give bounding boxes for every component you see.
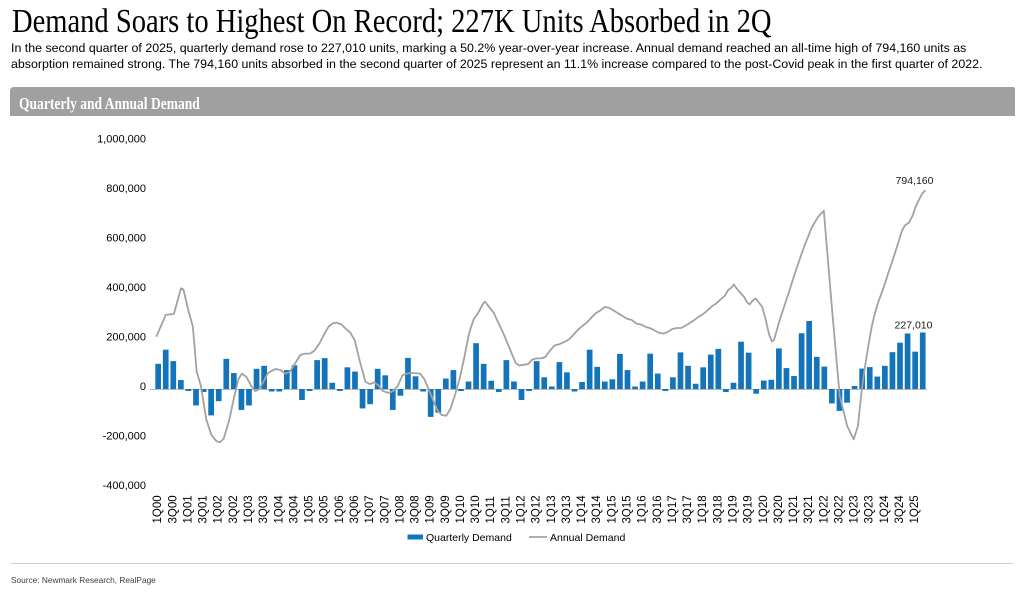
svg-text:1Q10: 1Q10 bbox=[455, 495, 467, 523]
svg-text:1Q21: 1Q21 bbox=[788, 495, 800, 523]
svg-text:1Q22: 1Q22 bbox=[818, 495, 830, 523]
svg-text:800,000: 800,000 bbox=[106, 183, 146, 195]
svg-text:3Q10: 3Q10 bbox=[470, 495, 482, 523]
svg-text:3Q09: 3Q09 bbox=[440, 495, 452, 523]
svg-text:3Q11: 3Q11 bbox=[500, 496, 512, 523]
svg-text:3Q03: 3Q03 bbox=[258, 495, 270, 523]
svg-text:1Q04: 1Q04 bbox=[273, 495, 285, 524]
svg-text:200,000: 200,000 bbox=[106, 332, 146, 344]
svg-text:3Q00: 3Q00 bbox=[167, 495, 179, 523]
svg-text:3Q01: 3Q01 bbox=[198, 495, 210, 523]
svg-text:3Q08: 3Q08 bbox=[410, 495, 422, 523]
svg-text:1Q17: 1Q17 bbox=[667, 495, 679, 523]
svg-text:1Q15: 1Q15 bbox=[606, 495, 618, 523]
svg-text:3Q19: 3Q19 bbox=[743, 495, 755, 523]
svg-text:1Q03: 1Q03 bbox=[243, 495, 255, 523]
svg-text:3Q23: 3Q23 bbox=[864, 495, 876, 523]
svg-text:1Q19: 1Q19 bbox=[727, 495, 739, 523]
svg-text:1Q02: 1Q02 bbox=[213, 495, 225, 523]
svg-text:3Q22: 3Q22 bbox=[833, 495, 845, 523]
svg-text:-200,000: -200,000 bbox=[103, 431, 146, 443]
svg-text:3Q21: 3Q21 bbox=[803, 495, 815, 523]
svg-text:1Q11: 1Q11 bbox=[485, 496, 497, 523]
svg-text:3Q12: 3Q12 bbox=[531, 495, 543, 523]
svg-text:-400,000: -400,000 bbox=[103, 480, 146, 492]
svg-text:794,160: 794,160 bbox=[896, 175, 934, 187]
svg-text:1Q18: 1Q18 bbox=[697, 495, 709, 523]
svg-text:1Q12: 1Q12 bbox=[516, 495, 528, 523]
svg-text:1Q06: 1Q06 bbox=[334, 495, 346, 523]
svg-text:1Q20: 1Q20 bbox=[758, 495, 770, 523]
svg-text:3Q04: 3Q04 bbox=[288, 495, 300, 524]
svg-text:3Q06: 3Q06 bbox=[349, 495, 361, 523]
svg-text:227,010: 227,010 bbox=[895, 320, 933, 332]
svg-text:1Q24: 1Q24 bbox=[879, 495, 891, 524]
svg-text:3Q18: 3Q18 bbox=[712, 495, 724, 523]
svg-text:Annual Demand: Annual Demand bbox=[550, 532, 625, 544]
svg-text:1Q14: 1Q14 bbox=[576, 495, 588, 524]
svg-text:3Q15: 3Q15 bbox=[621, 495, 633, 523]
svg-text:1Q13: 1Q13 bbox=[546, 495, 558, 523]
svg-text:600,000: 600,000 bbox=[106, 233, 146, 245]
svg-text:Quarterly Demand: Quarterly Demand bbox=[426, 532, 512, 544]
svg-text:1Q00: 1Q00 bbox=[152, 495, 164, 523]
svg-text:1Q07: 1Q07 bbox=[364, 495, 376, 523]
svg-text:3Q07: 3Q07 bbox=[379, 495, 391, 523]
svg-text:1,000,000: 1,000,000 bbox=[97, 134, 146, 146]
svg-text:3Q17: 3Q17 bbox=[682, 495, 694, 523]
svg-text:3Q16: 3Q16 bbox=[652, 495, 664, 523]
svg-text:3Q20: 3Q20 bbox=[773, 495, 785, 523]
svg-text:3Q05: 3Q05 bbox=[319, 495, 331, 523]
svg-text:3Q13: 3Q13 bbox=[561, 495, 573, 523]
svg-text:0: 0 bbox=[140, 381, 146, 393]
svg-text:1Q01: 1Q01 bbox=[182, 495, 194, 523]
svg-text:3Q02: 3Q02 bbox=[228, 495, 240, 523]
svg-text:1Q16: 1Q16 bbox=[637, 495, 649, 523]
svg-text:1Q09: 1Q09 bbox=[425, 495, 437, 523]
svg-text:400,000: 400,000 bbox=[106, 282, 146, 294]
svg-text:1Q23: 1Q23 bbox=[849, 495, 861, 523]
svg-text:1Q25: 1Q25 bbox=[909, 495, 921, 523]
svg-text:3Q14: 3Q14 bbox=[591, 495, 603, 524]
svg-text:1Q05: 1Q05 bbox=[304, 495, 316, 523]
svg-text:1Q08: 1Q08 bbox=[394, 495, 406, 523]
svg-text:3Q24: 3Q24 bbox=[894, 495, 906, 524]
